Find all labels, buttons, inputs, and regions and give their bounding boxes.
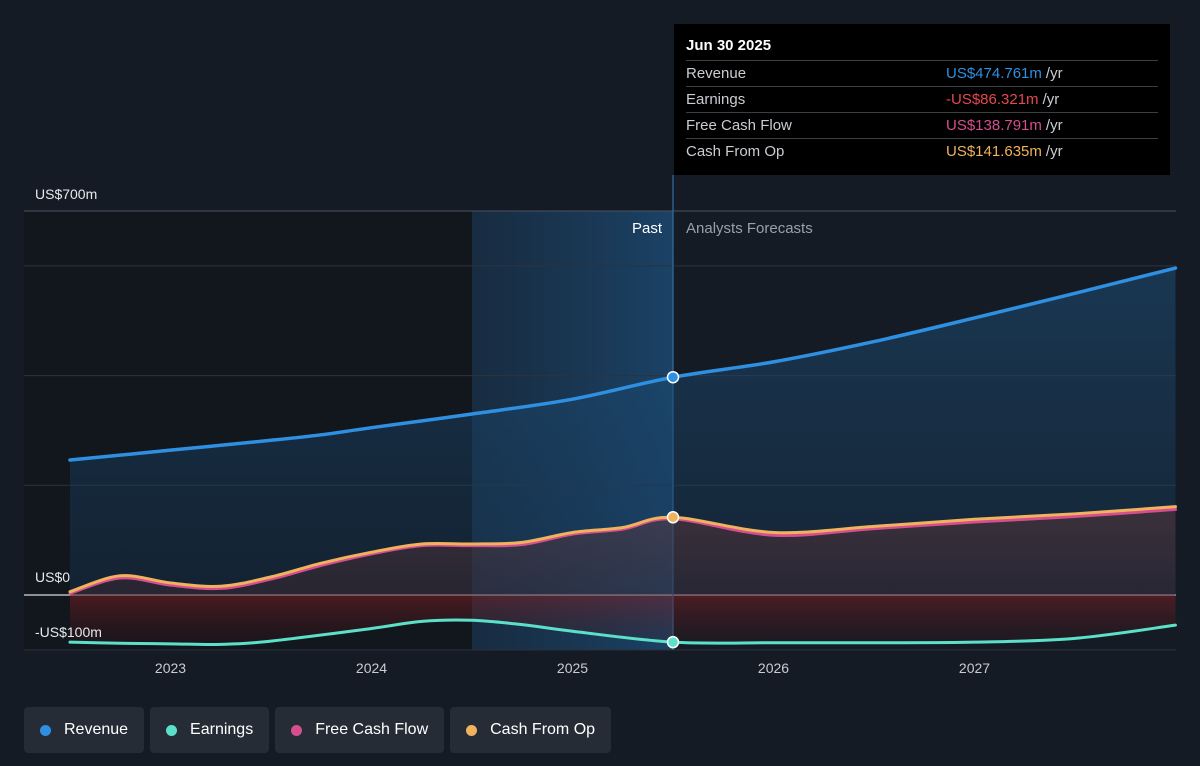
x-tick-label: 2025 [557,660,588,676]
legend-label: Cash From Op [490,721,596,738]
legend-label: Free Cash Flow [315,721,429,738]
tooltip-date: Jun 30 2025 [686,37,772,54]
past-region-label: Past [632,220,663,237]
legend-dot-icon [291,724,303,736]
tooltip-unit: /yr [1045,65,1063,82]
legend-item-revenue[interactable]: Revenue [24,707,145,753]
legend-dot-icon [166,724,178,736]
forecast-region-label: Analysts Forecasts [686,220,813,237]
cash-from-op-line [68,505,1177,594]
revenue-area [70,268,1176,595]
legend-item-free-cash-flow[interactable]: Free Cash Flow [275,707,445,753]
hover-tooltip: Jun 30 2025 Revenue US$474.761m /yr Earn… [674,24,1170,175]
legend-label: Revenue [64,721,129,738]
tooltip-row-revenue: Revenue US$474.761m /yr [686,60,1158,86]
legend-label: Earnings [190,721,254,738]
legend-dot-icon [466,724,478,736]
legend-item-cash-from-op[interactable]: Cash From Op [450,707,612,753]
tooltip-unit: /yr [1045,143,1063,160]
tooltip-value: -US$86.321m [946,91,1039,108]
tooltip-row-free-cash-flow: Free Cash Flow US$138.791m /yr [686,112,1158,138]
earnings-line [68,618,1177,647]
chart-legend: Revenue Earnings Free Cash Flow Cash Fro… [24,707,612,753]
cash-from-op-area [70,506,1176,595]
tooltip-label: Free Cash Flow [686,117,792,134]
tooltip-label: Cash From Op [686,143,785,160]
x-tick-label: 2026 [758,660,789,676]
y-axis-top-label: US$700m [35,186,97,202]
x-tick-label: 2027 [959,660,990,676]
tooltip-label: Earnings [686,91,746,108]
tooltip-unit: /yr [1045,117,1063,134]
legend-item-earnings[interactable]: Earnings [150,707,270,753]
legend-dot-icon [40,724,51,736]
earnings-area [70,595,1176,645]
tooltip-value: US$474.761m [946,65,1042,82]
y-axis-bottom-label: -US$100m [35,624,102,640]
free-cash-flow-line [68,507,1177,595]
tooltip-row-cash-from-op: Cash From Op US$141.635m /yr [686,138,1158,164]
revenue-marker [666,370,680,384]
x-tick-label: 2023 [155,660,186,676]
revenue-line [68,266,1178,462]
tooltip-value: US$141.635m [946,143,1042,160]
tooltip-unit: /yr [1042,91,1060,108]
earnings-marker [666,635,680,649]
cash-from-op-marker [666,511,680,524]
y-axis-zero-label: US$0 [35,569,70,585]
tooltip-row-earnings: Earnings -US$86.321m /yr [686,86,1158,112]
x-tick-label: 2024 [356,660,387,676]
tooltip-label: Revenue [686,65,747,82]
tooltip-value: US$138.791m [946,117,1042,134]
